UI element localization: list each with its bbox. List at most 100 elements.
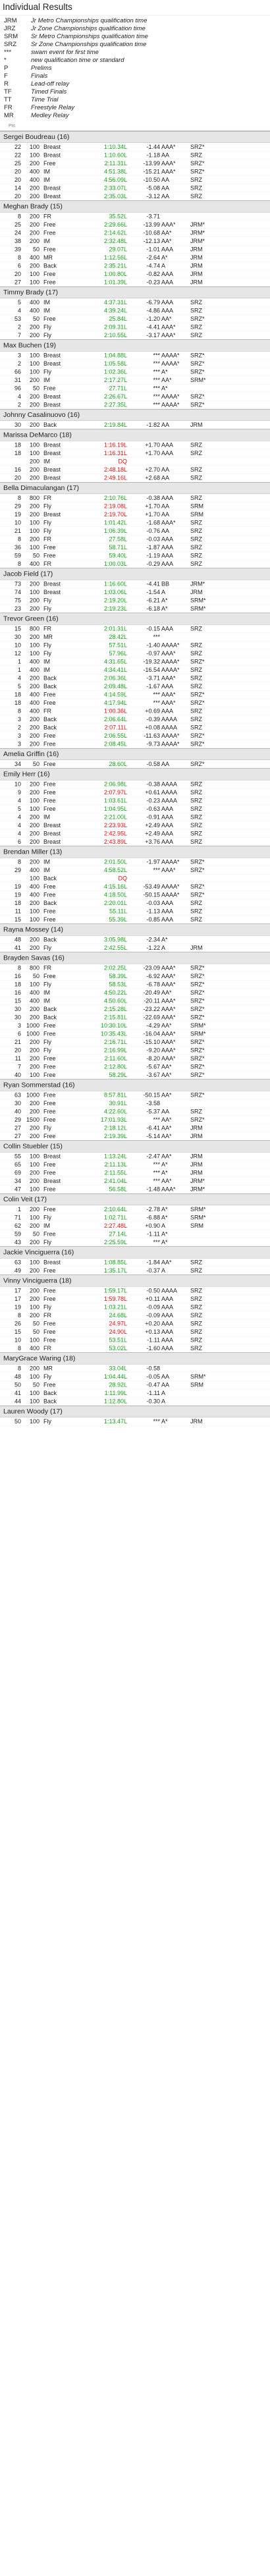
legend-code: *	[4, 57, 7, 64]
result-time: 57.96L	[109, 649, 127, 657]
athlete-header[interactable]: Rayna Mossey (14)	[0, 923, 270, 936]
athlete-age: (16)	[45, 615, 59, 623]
result-points: 200	[29, 858, 40, 865]
result-diff: ***	[153, 633, 160, 640]
result-row: 21 200 Fly 2:16.71L -15.10 AAA* SRZ*	[0, 1038, 270, 1047]
result-time: 17:01.93L	[100, 1116, 127, 1123]
result-place: 21	[14, 1038, 21, 1045]
athlete-header[interactable]: Colin Veit (17)	[0, 1193, 270, 1205]
result-diff: -3.17	[146, 331, 160, 339]
result-standard: AAA	[161, 1328, 174, 1335]
athlete-header[interactable]: Brayden Savas (16)	[0, 952, 270, 964]
result-points: 400	[29, 691, 40, 698]
athlete-header[interactable]: Vinny Vinciguerra (18)	[0, 1274, 270, 1287]
result-time: 1:01.42L	[103, 519, 127, 526]
result-points: 1500	[26, 1116, 40, 1123]
result-time: 2:10.64L	[103, 1205, 127, 1213]
result-points: 400	[29, 997, 40, 1004]
athlete-name: Amelia Griffin	[3, 750, 45, 758]
result-qualification: SRZ	[190, 682, 202, 690]
result-place: 18	[14, 691, 21, 698]
result-points: 200	[29, 724, 40, 731]
athlete-header[interactable]: Lauren Woody (17)	[0, 1406, 270, 1417]
athlete-header[interactable]: MaryGrace Waring (18)	[0, 1352, 270, 1365]
result-place: 20	[14, 270, 21, 277]
result-qualification: JRM	[190, 421, 203, 428]
athlete-header[interactable]: Brendan Miller (13)	[0, 846, 270, 858]
result-diff: -0.63	[146, 805, 160, 812]
result-place: 10	[14, 642, 21, 649]
result-qualification: SRZ	[190, 535, 202, 543]
athlete-header[interactable]: Bella Dimaculangan (17)	[0, 482, 270, 494]
result-time: 1:16.60L	[103, 580, 127, 588]
result-qualification: JRM	[190, 254, 203, 261]
legend-code: ***	[4, 49, 12, 56]
athlete-name: Jackie Vinciguerra	[3, 1248, 60, 1257]
result-time: 1:04.88L	[103, 352, 127, 359]
athlete-header[interactable]: Collin Stuebler (15)	[0, 1140, 270, 1153]
result-row: 50 100 Fly 1:13.47L *** A* JRM	[0, 1417, 270, 1426]
result-row: 10 200 Free 2:06.98L -0.38 AAAA SRZ	[0, 781, 270, 788]
result-qualification: SRZ*	[190, 1116, 205, 1123]
result-event: Free	[43, 270, 56, 277]
result-standard: AAA	[161, 1320, 174, 1327]
athlete-header[interactable]: Jackie Vinciguerra (16)	[0, 1246, 270, 1259]
result-points: 100	[29, 151, 40, 159]
athlete-header[interactable]: Johnny Casalinuovo (16)	[0, 409, 270, 421]
result-standard: A	[161, 1267, 166, 1274]
result-time: 27.58L	[109, 535, 127, 543]
result-qualification: JRM	[190, 944, 203, 951]
legend-desc: Sr Zone Championships qualification time	[31, 41, 147, 48]
result-row: 53 50 Free 25.84L -1.20 AA* SRZ*	[0, 315, 270, 323]
athlete-header[interactable]: Jacob Field (17)	[0, 568, 270, 580]
result-place: 19	[14, 891, 21, 898]
result-place: 2	[17, 323, 21, 331]
result-event: Free	[43, 1267, 56, 1274]
athlete-header[interactable]: Meghan Brady (15)	[0, 200, 270, 213]
athlete-header[interactable]: Sergei Boudreau (16)	[0, 131, 270, 143]
result-qualification: JRM*	[190, 221, 205, 228]
result-standard: A	[161, 588, 166, 595]
result-time: 30.91L	[109, 1099, 127, 1107]
result-diff: -1.60	[146, 1344, 160, 1352]
result-row: 4 200 IM 2:21.00L -0.91 AAA SRZ	[0, 813, 270, 821]
result-diff: ***	[153, 691, 160, 698]
result-points: 200	[29, 262, 40, 269]
athlete-header[interactable]: Ryan Sommerstad (16)	[0, 1079, 270, 1091]
result-place: 40	[14, 1108, 21, 1115]
athlete-header[interactable]: Trevor Green (16)	[0, 613, 270, 625]
result-row: 26 50 Free 24.97L +0.20 AAA SRZ	[0, 1320, 270, 1328]
result-standard: AAA*	[161, 691, 176, 698]
result-diff: -1.11	[147, 1230, 160, 1238]
athlete-header[interactable]: Timmy Brady (17)	[0, 287, 270, 298]
result-standard: AAA*	[161, 981, 176, 988]
result-event: Fly	[43, 944, 51, 951]
result-points: 200	[29, 740, 40, 748]
athlete-header[interactable]: Amelia Griffin (16)	[0, 748, 270, 760]
result-event: Fly	[43, 527, 51, 534]
result-points: 100	[29, 916, 40, 923]
result-time: 2:21.00L	[103, 813, 127, 821]
result-standard: AAAA	[161, 1287, 178, 1294]
result-place: 4	[17, 821, 21, 829]
result-row: 62 200 IM 2:27.48L +0.90 A SRM	[0, 1222, 270, 1230]
result-time: 27.14L	[109, 1230, 127, 1238]
result-diff: -1.11	[147, 1336, 160, 1344]
result-time: 2:18.12L	[103, 1124, 127, 1132]
result-points: 200	[29, 633, 40, 640]
athlete-header[interactable]: Marissa DeMarco (18)	[0, 429, 270, 441]
athlete-header[interactable]: Max Buchen (19)	[0, 339, 270, 352]
result-points: 100	[29, 368, 40, 375]
result-place: 8	[17, 535, 21, 543]
result-event: Back	[43, 715, 57, 723]
result-event: Free	[43, 1161, 56, 1168]
result-time: 4:58.52L	[103, 866, 127, 873]
result-diff: -4.74	[146, 262, 160, 269]
result-time: 1:16.31L	[103, 449, 127, 456]
result-qualification: SRZ	[190, 813, 202, 821]
result-points: 100	[29, 143, 40, 150]
result-standard: AAA	[161, 1311, 174, 1319]
athlete-header[interactable]: Emily Herr (16)	[0, 768, 270, 781]
result-time: 2:23.93L	[103, 821, 127, 829]
result-place: 1	[17, 1205, 21, 1213]
